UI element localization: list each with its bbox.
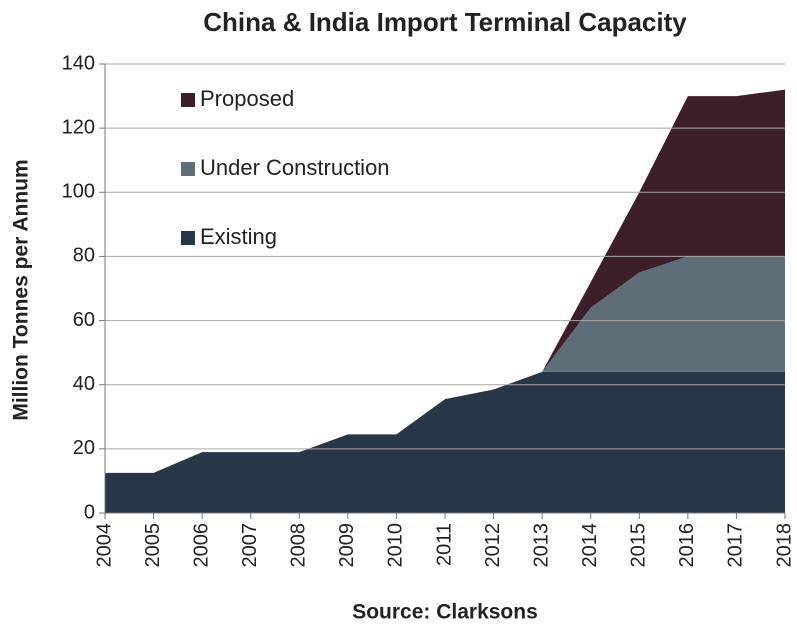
x-tick-label: 2011 [433, 523, 455, 566]
x-tick-label: 2005 [142, 523, 164, 568]
y-tick-label: 20 [73, 437, 95, 459]
x-tick-label: 2012 [482, 523, 504, 568]
y-tick-label: 0 [84, 501, 95, 523]
y-tick-label: 100 [62, 181, 95, 203]
x-tick-label: 2009 [336, 523, 358, 568]
area [105, 371, 785, 513]
x-tick-label: 2006 [190, 523, 212, 568]
legend-label: Existing [200, 224, 277, 249]
legend-swatch [181, 231, 195, 245]
legend-label: Proposed [200, 86, 294, 111]
chart-title: China & India Import Terminal Capacity [203, 7, 687, 37]
legend-swatch [181, 162, 195, 176]
source: Source: Clarksons [352, 601, 538, 624]
y-axis-label: Million Tonnes per Annum [10, 159, 33, 420]
area [105, 256, 785, 473]
x-tick-label: 2014 [579, 523, 601, 568]
y-tick-label: 120 [62, 116, 95, 138]
x-tick-label: 2016 [676, 523, 698, 568]
x-tick-label: 2004 [93, 523, 115, 568]
x-tick-label: 2008 [288, 523, 310, 568]
y-tick-label: 80 [73, 245, 95, 267]
legend-label: Under Construction [200, 155, 390, 180]
x-tick-label: 2018 [773, 523, 795, 568]
x-tick-label: 2015 [628, 523, 650, 568]
x-tick-label: 2017 [725, 523, 747, 568]
x-tick-label: 2007 [239, 523, 261, 568]
x-tick-label: 2010 [385, 523, 407, 568]
y-tick-label: 40 [73, 373, 95, 395]
y-tick-label: 60 [73, 309, 95, 331]
legend-swatch [181, 93, 195, 107]
y-tick-label: 140 [62, 52, 95, 74]
x-tick-label: 2013 [530, 523, 552, 568]
